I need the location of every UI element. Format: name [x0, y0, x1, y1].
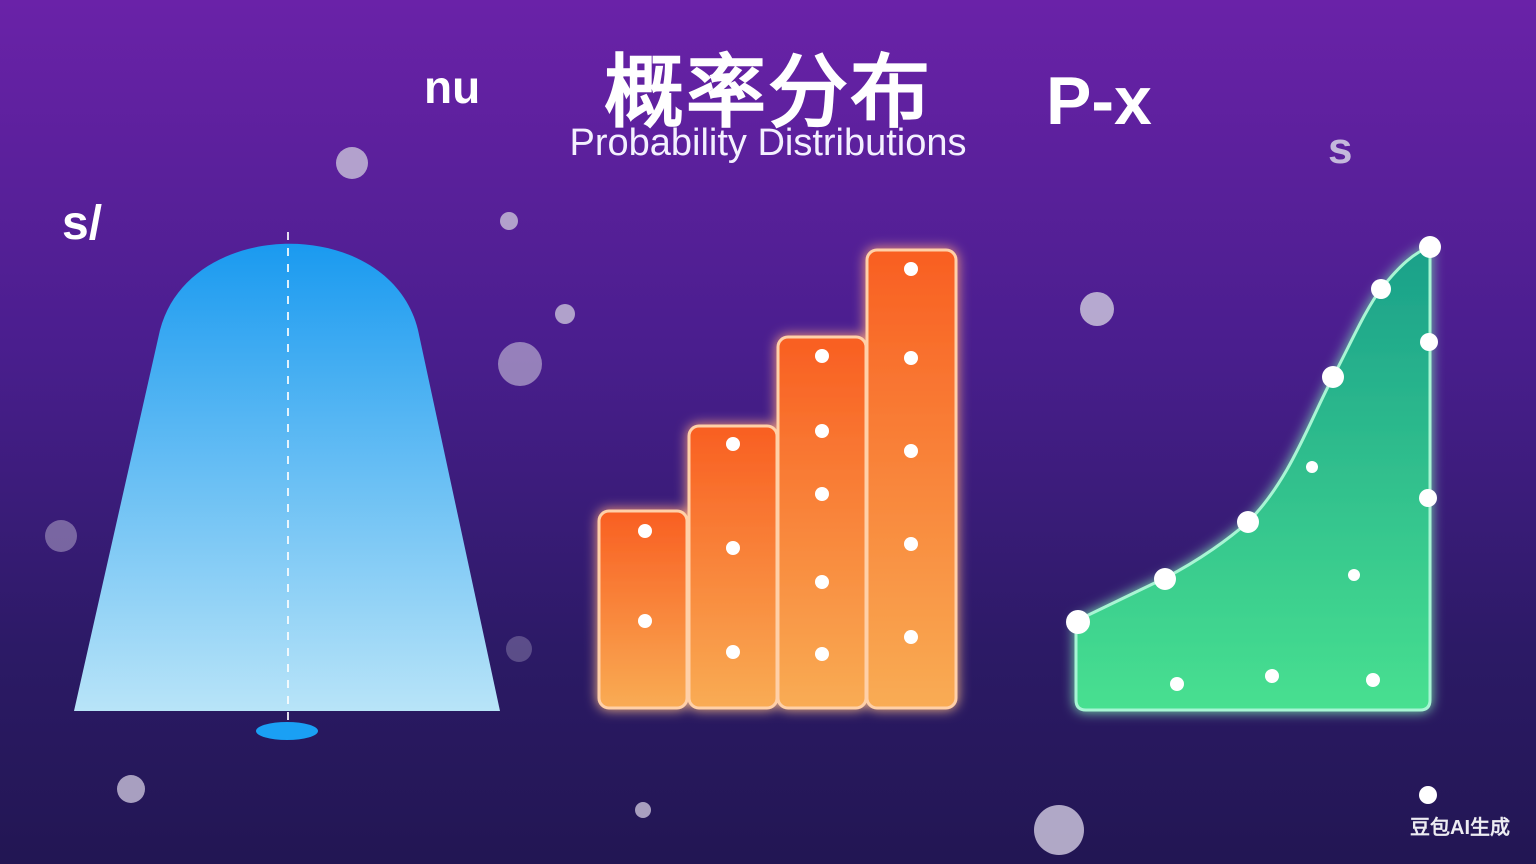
bar-dots [638, 262, 918, 661]
watermark: 豆包AI生成 [1410, 817, 1510, 839]
bubble [45, 520, 77, 552]
bar [687, 424, 779, 710]
bubble [1034, 805, 1084, 855]
mean-marker [256, 722, 318, 740]
bubble [555, 304, 575, 324]
page-subtitle: Probability Distributions [569, 122, 967, 164]
bubble [336, 147, 368, 179]
bubble [500, 212, 518, 230]
bubble [635, 802, 651, 818]
bubble [1080, 292, 1114, 326]
label-nu: nu [424, 61, 481, 113]
label-s-right: s [1328, 124, 1353, 173]
bar [597, 509, 689, 710]
label-s-left: s/ [62, 197, 103, 250]
curve-dots [1066, 236, 1441, 691]
bubble [117, 775, 145, 803]
bar [865, 248, 958, 710]
page-title: 概率分布 [604, 46, 932, 139]
bell-curve [74, 232, 500, 740]
bubble [1419, 786, 1437, 804]
bubble [498, 342, 542, 386]
decorative-bubbles [45, 147, 1437, 855]
bar-histogram [597, 248, 958, 710]
label-px: P-x [1046, 63, 1152, 139]
bubble [506, 636, 532, 662]
cumulative-curve [1074, 244, 1432, 712]
curve-area [1074, 244, 1432, 712]
